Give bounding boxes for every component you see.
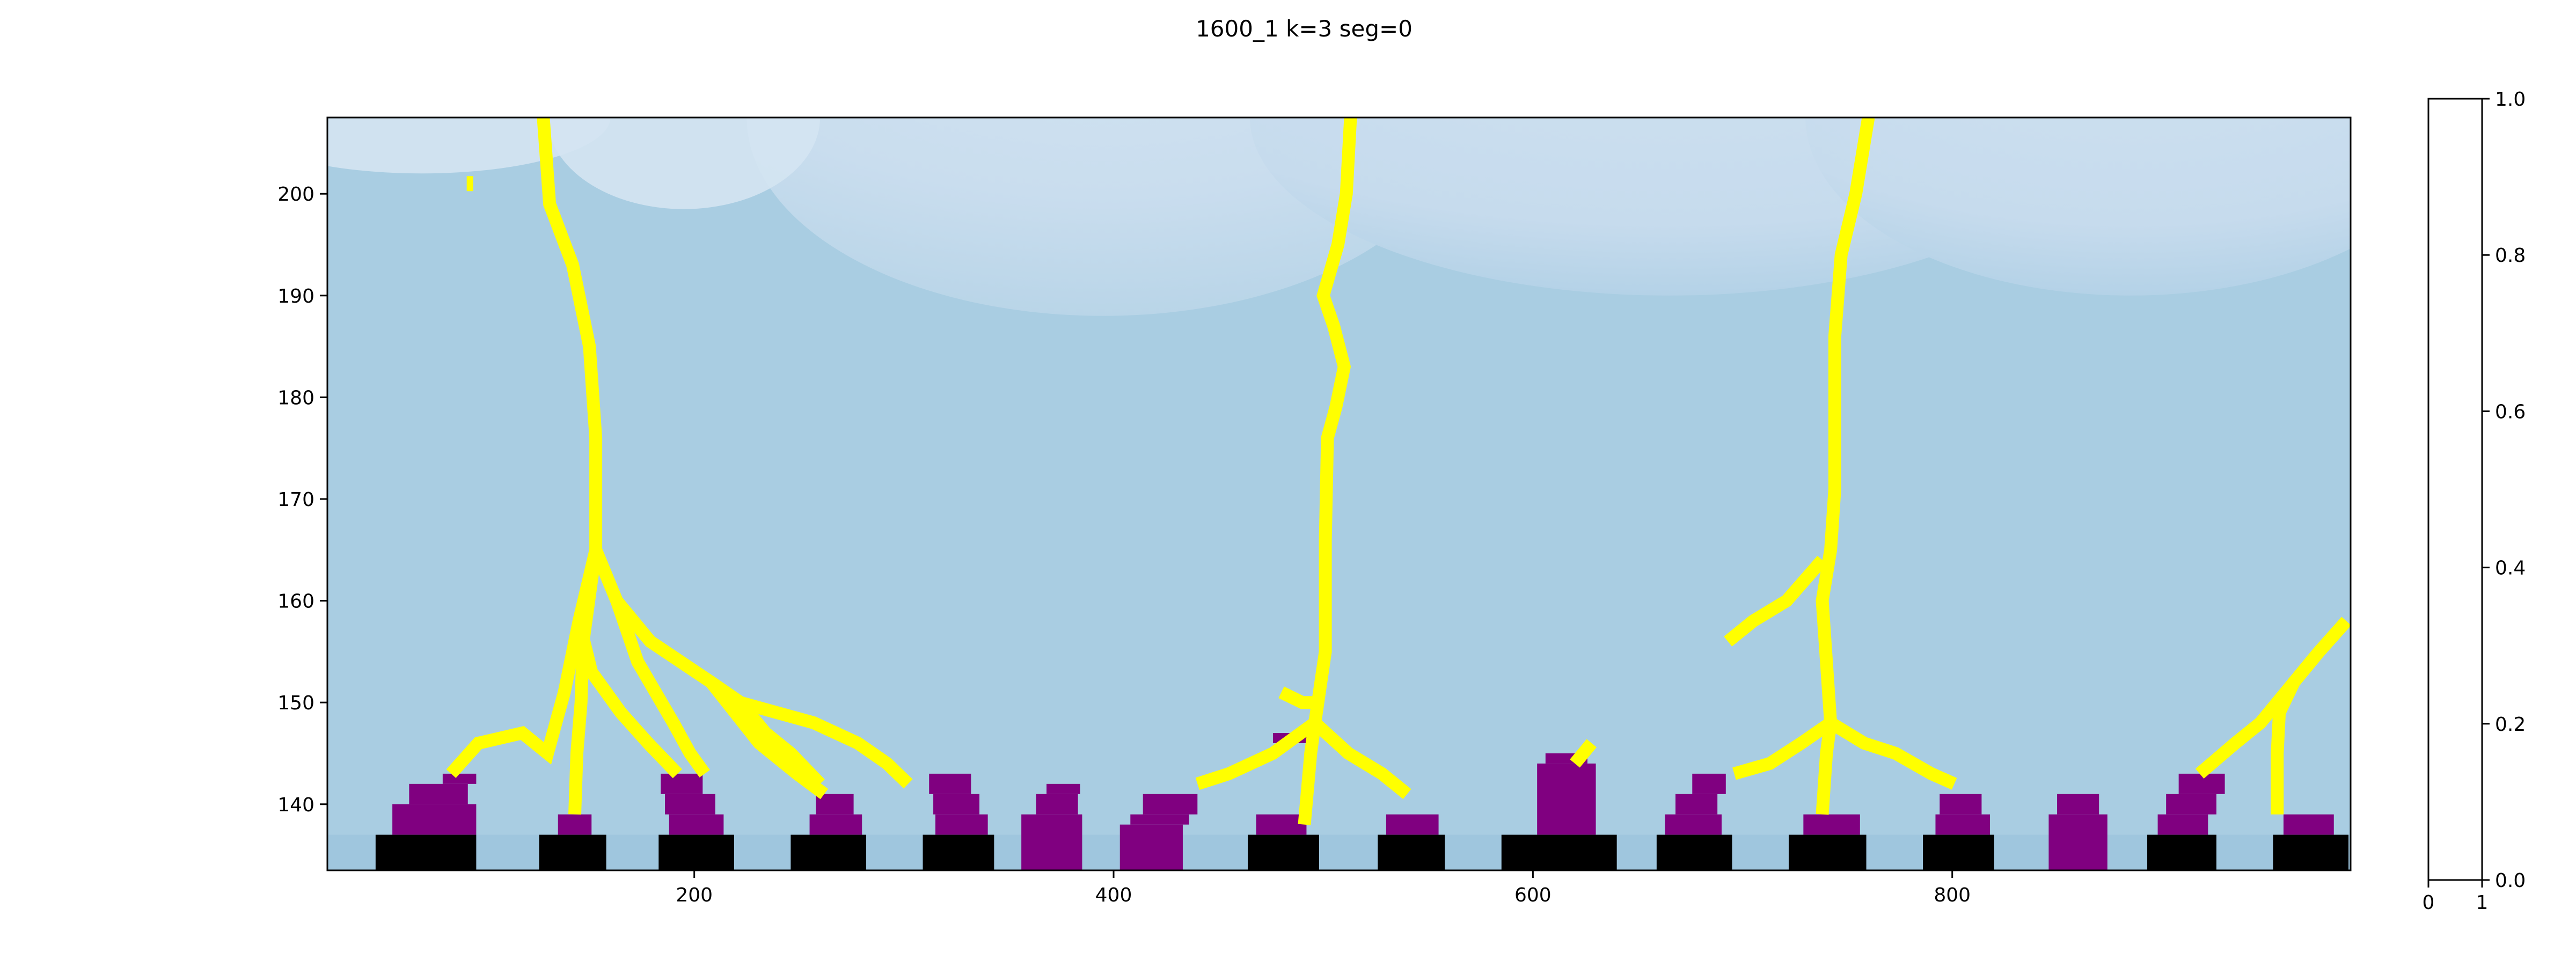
channel-path (1827, 717, 1957, 790)
deposit-cell (2048, 814, 2107, 870)
channel-path (1195, 717, 1319, 790)
channel-path (1732, 717, 1834, 780)
channel-mark (466, 176, 473, 192)
y-tick-label: 200 (277, 184, 314, 206)
x-tick-label: 800 (1934, 884, 1971, 906)
channel-layer (446, 118, 2351, 825)
solid-block (1501, 834, 1617, 870)
deposit-cell (2283, 814, 2334, 835)
deposit-cell (1256, 814, 1307, 835)
solid-layer (375, 834, 2349, 870)
deposit-cell (1036, 794, 1078, 815)
deposit-cell (1537, 763, 1596, 835)
channel-path (706, 678, 829, 800)
deposit-cell (929, 773, 971, 794)
colorbar-y-tick-label: 0.8 (2495, 245, 2526, 267)
solid-block (923, 834, 994, 870)
channel-path (2195, 678, 2299, 779)
deposit-cell (2178, 773, 2225, 794)
deposit-cell (1940, 794, 1982, 815)
deposit-cell (1675, 794, 1718, 815)
channel-path (1570, 739, 1597, 768)
channel-path (1816, 118, 1875, 815)
channel-path (738, 696, 913, 789)
solid-block (1923, 834, 1994, 870)
colorbar-y-tick-label: 1.0 (2495, 89, 2526, 111)
deposit-cell (935, 814, 988, 835)
solid-block (658, 834, 734, 870)
x-tick-label: 600 (1514, 884, 1552, 906)
deposit-cell (1692, 773, 1726, 794)
solid-block (1656, 834, 1732, 870)
y-tick-label: 190 (277, 285, 314, 307)
colorbar-x-tick-label: 1 (2476, 892, 2489, 914)
deposit-cell (2057, 794, 2099, 815)
solid-block (1378, 834, 1445, 870)
colorbar-x-tick-label: 0 (2423, 892, 2435, 914)
deposit-cell (1143, 794, 1198, 815)
y-tick-label: 160 (277, 591, 314, 613)
solid-block (539, 834, 606, 870)
deposit-cell (392, 804, 477, 835)
deposit-cell (409, 783, 468, 804)
colorbar-y-tick-label: 0.6 (2495, 401, 2526, 423)
colorbar-y-axis: 0.0 0.2 0.4 0.6 0.8 1.0 (2482, 89, 2526, 892)
field-layer (327, 118, 2351, 870)
y-axis: 140 150 160 170 180 190 200 (277, 184, 327, 816)
deposit-cell (1046, 783, 1080, 794)
x-tick-label: 200 (676, 884, 713, 906)
channel-path (568, 549, 602, 815)
x-tick-label: 400 (1095, 884, 1132, 906)
deposit-cell (933, 794, 979, 815)
colorbar-y-tick-label: 0.0 (2495, 870, 2526, 892)
deposit-cell (661, 773, 703, 794)
colorbar-box (2427, 98, 2483, 881)
channel-path (1278, 686, 1317, 709)
solid-block (375, 834, 477, 870)
solid-block (791, 834, 867, 870)
channel-path (573, 619, 683, 779)
solid-block (2273, 834, 2349, 870)
y-tick-label: 140 (277, 794, 314, 816)
deposit-cell (442, 773, 477, 784)
deposit-cell (809, 814, 862, 835)
deposit-cell (2166, 794, 2216, 815)
light-region (547, 118, 821, 209)
y-tick-label: 150 (277, 692, 314, 714)
deposit-cell (1119, 824, 1183, 870)
deposit-cell (1935, 814, 1990, 835)
colorbar-y-tick-label: 0.4 (2495, 558, 2526, 580)
solid-block (2147, 834, 2216, 870)
colorbar-y-tick-label: 0.2 (2495, 714, 2526, 736)
channel-path (1724, 555, 1827, 647)
deposit-cell (669, 814, 724, 835)
channel-path (1311, 718, 1411, 800)
light-region (1805, 118, 2351, 296)
deposit-cell (2157, 814, 2208, 835)
deposit-cell (1021, 814, 1082, 870)
solid-block (1788, 834, 1867, 870)
y-tick-label: 180 (277, 387, 314, 409)
deposit-cell (1803, 814, 1860, 835)
y-tick-label: 170 (277, 489, 314, 511)
x-axis: 200 400 600 800 (676, 870, 1971, 906)
chart-title: 1600_1 k=3 seg=0 (1196, 16, 1413, 42)
deposit-cell (1130, 814, 1189, 825)
deposit-cell (1386, 814, 1439, 835)
deposit-cell (558, 814, 592, 835)
deposit-layer (392, 733, 2334, 870)
plot-area (327, 118, 2351, 870)
deposit-cell (1665, 814, 1722, 835)
solid-block (1248, 834, 1319, 870)
plot-frame (326, 116, 2352, 871)
base-strip (327, 834, 2351, 870)
deposit-cell (816, 794, 854, 815)
deposit-cell (664, 794, 715, 815)
